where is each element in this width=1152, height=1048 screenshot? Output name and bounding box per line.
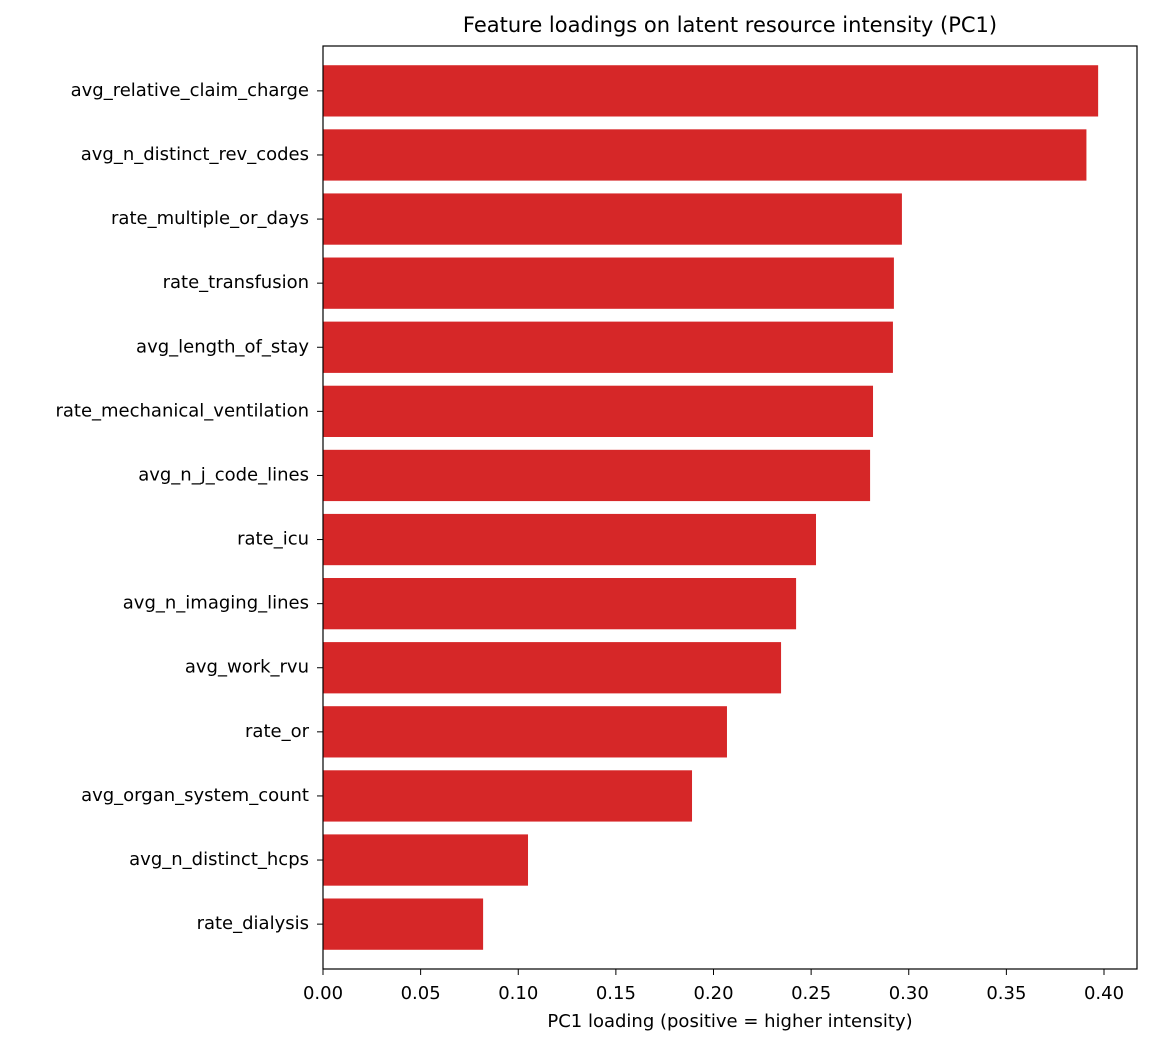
bar bbox=[323, 642, 782, 694]
bar bbox=[323, 898, 484, 950]
bar bbox=[323, 257, 894, 309]
x-tick-label: 0.40 bbox=[1084, 983, 1124, 1004]
bar bbox=[323, 834, 529, 886]
y-tick-label: avg_length_of_stay bbox=[136, 336, 309, 357]
x-tick-label: 0.25 bbox=[791, 983, 831, 1004]
bar bbox=[323, 321, 893, 373]
y-tick-label: rate_or bbox=[245, 721, 310, 742]
x-tick-label: 0.05 bbox=[401, 983, 441, 1004]
bar bbox=[323, 706, 727, 758]
y-tick-label: rate_transfusion bbox=[163, 272, 309, 293]
x-tick-label: 0.00 bbox=[303, 983, 343, 1004]
x-axis-label: PC1 loading (positive = higher intensity… bbox=[547, 1011, 912, 1032]
y-tick-label: avg_organ_system_count bbox=[81, 785, 309, 806]
bar bbox=[323, 770, 693, 822]
y-tick-label: rate_icu bbox=[237, 529, 309, 550]
x-tick-label: 0.35 bbox=[986, 983, 1026, 1004]
bar bbox=[323, 193, 902, 245]
x-tick-label: 0.20 bbox=[693, 983, 733, 1004]
y-tick-label: avg_n_imaging_lines bbox=[123, 593, 309, 614]
bar bbox=[323, 385, 874, 437]
y-tick-label: avg_work_rvu bbox=[185, 657, 309, 678]
plot-frame bbox=[322, 45, 1138, 970]
y-tick-label: rate_dialysis bbox=[197, 913, 309, 934]
y-tick-label: rate_mechanical_ventilation bbox=[55, 400, 309, 421]
x-tick-label: 0.15 bbox=[596, 983, 636, 1004]
x-tick-label: 0.10 bbox=[498, 983, 538, 1004]
bar bbox=[323, 578, 797, 630]
y-tick-label: rate_multiple_or_days bbox=[111, 208, 309, 229]
y-tick-label: avg_n_distinct_hcps bbox=[129, 849, 309, 870]
y-tick-label: avg_n_distinct_rev_codes bbox=[81, 144, 309, 165]
bar bbox=[323, 65, 1099, 117]
bar bbox=[323, 129, 1087, 181]
chart-title: Feature loadings on latent resource inte… bbox=[463, 13, 997, 37]
x-tick-label: 0.30 bbox=[889, 983, 929, 1004]
bar bbox=[323, 513, 817, 566]
y-tick-label: avg_relative_claim_charge bbox=[71, 80, 309, 101]
y-tick-label: avg_n_j_code_lines bbox=[138, 464, 309, 485]
bar bbox=[323, 449, 871, 502]
